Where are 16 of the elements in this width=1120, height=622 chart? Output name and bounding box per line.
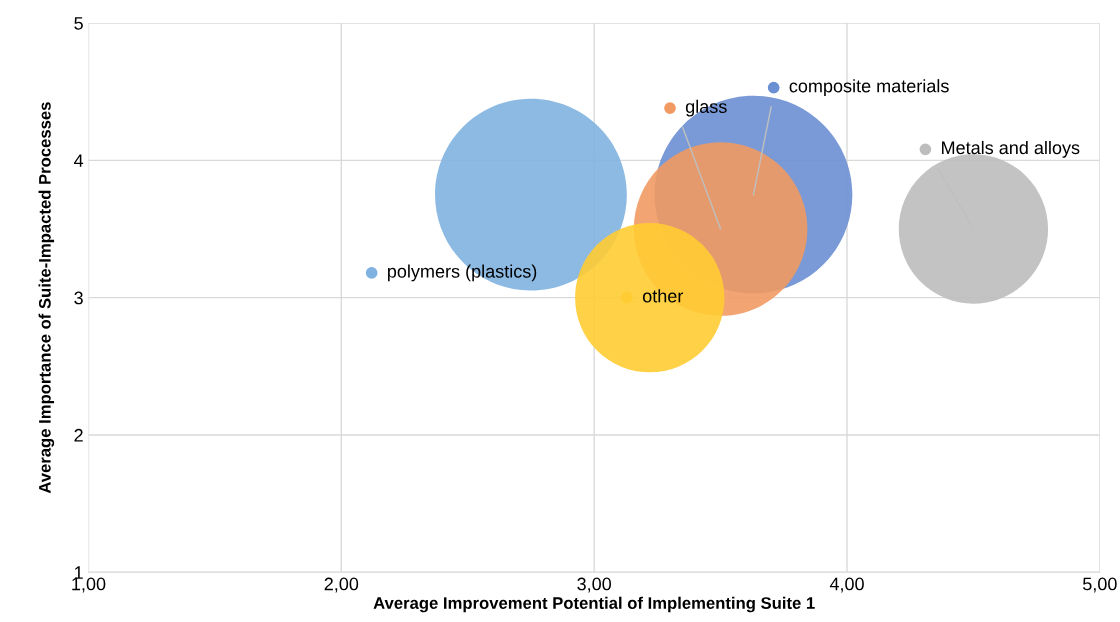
y-tick-label: 5 (74, 17, 83, 30)
x-tick-label: 1,00 (72, 577, 106, 593)
x-tick-label: 4,00 (829, 577, 864, 593)
x-tick-label: 3,00 (577, 577, 612, 593)
y-axis-title: Average Importance of Suite-Impacted Processes (38, 102, 55, 494)
x-tick-label: 5,00 (1082, 577, 1117, 593)
x-tick-label: 2,00 (324, 577, 359, 593)
legend-label: other (642, 289, 684, 303)
y-tick-label: 4 (73, 154, 84, 167)
y-tick-label: 1 (74, 566, 83, 579)
y-tick-label: 3 (74, 291, 83, 305)
y-tick-label: 2 (74, 428, 83, 442)
legend-label: Metals and alloys (942, 140, 1080, 158)
x-axis-title: Average Improvement Potential of Implementing Suite 1 (373, 596, 815, 613)
legend-label: composite materials (789, 79, 949, 96)
legend-label: polymers (plastics) (388, 264, 537, 282)
